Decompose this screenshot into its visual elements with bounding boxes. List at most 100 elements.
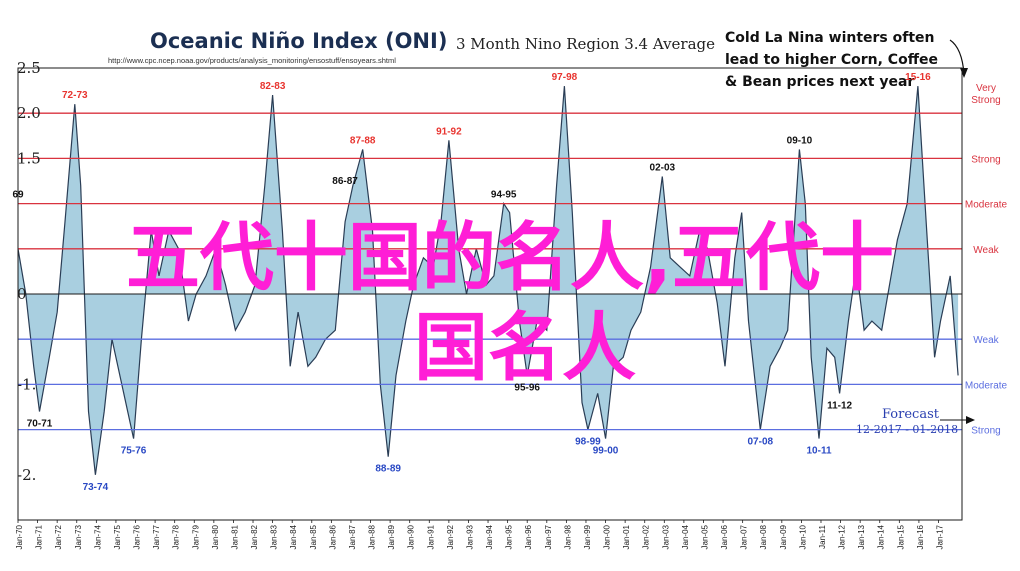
peak-label-15: 95-96 xyxy=(514,382,540,393)
peak-label-4: 97-98 xyxy=(552,72,578,83)
x-tick-label-4: Jan-74 xyxy=(93,524,102,549)
x-tick-label-44: Jan-14 xyxy=(877,524,886,549)
x-tick-label-34: Jan-04 xyxy=(681,524,690,549)
x-tick-label-10: Jan-80 xyxy=(211,524,220,549)
x-tick-label-13: Jan-83 xyxy=(270,524,279,549)
x-tick-label-37: Jan-07 xyxy=(740,524,749,549)
x-tick-label-11: Jan-81 xyxy=(230,524,239,549)
source-url: http://www.cpc.ncep.noaa.gov/products/an… xyxy=(108,56,396,65)
x-tick-label-18: Jan-88 xyxy=(368,524,377,549)
reference-label-1-0: Strong xyxy=(971,154,1000,165)
series-line-0 xyxy=(17,86,959,475)
y-tick-label-5: 0 xyxy=(17,285,27,303)
peak-label-9: 09-10 xyxy=(787,135,813,146)
x-tick-label-32: Jan-02 xyxy=(642,524,651,549)
plot-frame xyxy=(17,67,963,521)
peak-label-0: 72-73 xyxy=(62,90,88,101)
peak-label-20: 11-12 xyxy=(827,400,852,411)
x-tick-label-16: Jan-86 xyxy=(328,524,337,549)
callout-arrowhead xyxy=(960,68,968,78)
chart-title: Oceanic Niño Index (ONI) xyxy=(150,29,447,53)
peak-label-13: 75-76 xyxy=(121,446,147,457)
peak-label-11: 70-71 xyxy=(27,419,53,430)
x-tick-label-31: Jan-01 xyxy=(622,524,631,549)
x-tick-label-3: Jan-73 xyxy=(74,524,83,549)
x-tick-label-2: Jan-72 xyxy=(54,524,63,549)
x-tick-label-42: Jan-12 xyxy=(838,524,847,549)
reference-label-4-0: Weak xyxy=(973,335,999,346)
x-tick-label-1: Jan-71 xyxy=(35,524,44,549)
reference-label-2-0: Moderate xyxy=(965,200,1008,211)
forecast-range: 12-2017 - 01-2018 xyxy=(856,423,958,436)
x-tick-label-8: Jan-78 xyxy=(172,524,181,549)
series-area-0 xyxy=(18,86,959,475)
peak-label-8: 02-03 xyxy=(650,162,676,173)
peak-label-3: 91-92 xyxy=(436,126,462,137)
x-tick-label-22: Jan-92 xyxy=(446,524,455,549)
chart-subtitle: 3 Month Nino Region 3.4 Average xyxy=(456,35,715,53)
forecast-label: Forecast xyxy=(882,407,940,422)
plot-border xyxy=(17,67,963,521)
peak-label-14: 88-89 xyxy=(375,464,401,475)
peak-label-12: 73-74 xyxy=(83,482,109,493)
x-tick-label-33: Jan-03 xyxy=(661,524,670,549)
x-tick-label-38: Jan-08 xyxy=(759,524,768,549)
x-tick-label-30: Jan-00 xyxy=(603,524,612,549)
x-tick-label-46: Jan-16 xyxy=(916,524,925,549)
reference-label-5-0: Moderate xyxy=(965,380,1008,391)
y-tick-label-7: -1. xyxy=(17,375,36,393)
peak-label-16: 98-99 xyxy=(575,437,601,448)
x-tick-label-40: Jan-10 xyxy=(798,524,807,549)
y-tick-label-1: 2.0 xyxy=(17,104,41,122)
x-tick-label-0: Jan-70 xyxy=(15,524,24,549)
peak-label-2: 87-88 xyxy=(350,135,376,146)
x-tick-label-14: Jan-84 xyxy=(289,524,298,549)
peak-label-7: 94-95 xyxy=(491,190,517,201)
x-tick-label-45: Jan-15 xyxy=(896,524,905,549)
reference-lines: VeryStrongStrongModerateWeakWeakModerate… xyxy=(18,83,1008,437)
x-tick-label-47: Jan-17 xyxy=(935,524,944,549)
x-tick-label-35: Jan-05 xyxy=(700,524,709,549)
x-tick-label-12: Jan-82 xyxy=(250,524,259,549)
callout: Cold La Nina winters often lead to highe… xyxy=(725,30,968,90)
x-tick-label-25: Jan-95 xyxy=(505,524,514,549)
x-tick-label-24: Jan-94 xyxy=(485,524,494,549)
y-tick-label-0: 2.5 xyxy=(17,59,41,77)
callout-line-3: & Bean prices next year xyxy=(725,74,914,90)
callout-line-1: Cold La Nina winters often xyxy=(725,30,935,46)
x-tick-label-29: Jan-99 xyxy=(583,524,592,549)
peak-label-5: 15-16 xyxy=(905,72,931,83)
x-tick-label-23: Jan-93 xyxy=(465,524,474,549)
x-tick-label-6: Jan-76 xyxy=(133,524,142,549)
x-tick-label-41: Jan-11 xyxy=(818,524,827,548)
reference-label-3-0: Weak xyxy=(973,245,999,256)
peak-label-10: 69 xyxy=(12,190,24,201)
x-tick-label-21: Jan-91 xyxy=(426,524,435,549)
y-tick-labels: 2.5 2.0 1.5 0 -1. -2. xyxy=(17,59,41,484)
x-tick-label-43: Jan-13 xyxy=(857,524,866,549)
peak-labels: 72-73 82-83 87-88 91-92 97-98 15-16 86-87 94-95… xyxy=(12,72,931,493)
peak-label-17: 99-00 xyxy=(593,446,619,457)
peak-label-19: 10-11 xyxy=(807,446,832,457)
watermark-line-1: 五代十国的名人,五代十 xyxy=(126,215,894,301)
reference-label-0-0: Very xyxy=(976,83,996,94)
area-layer xyxy=(17,86,959,475)
reference-label-0-1: Strong xyxy=(971,95,1000,106)
y-tick-label-2: 1.5 xyxy=(17,149,41,167)
callout-line-2: lead to higher Corn, Coffee xyxy=(725,52,938,68)
x-tick-label-39: Jan-09 xyxy=(779,524,788,549)
watermark-line-2: 国名人 xyxy=(414,305,636,391)
x-tick-label-27: Jan-97 xyxy=(544,524,553,549)
x-tick-label-15: Jan-85 xyxy=(309,524,318,549)
x-tick-label-17: Jan-87 xyxy=(348,524,357,549)
x-tick-label-28: Jan-98 xyxy=(563,524,572,549)
peak-label-18: 07-08 xyxy=(747,437,773,448)
x-tick-label-9: Jan-79 xyxy=(191,524,200,549)
forecast-arrowhead xyxy=(966,416,975,424)
x-tick-label-7: Jan-77 xyxy=(152,524,161,549)
x-tick-label-36: Jan-06 xyxy=(720,524,729,549)
x-tick-label-20: Jan-90 xyxy=(407,524,416,549)
peak-label-1: 82-83 xyxy=(260,81,286,92)
